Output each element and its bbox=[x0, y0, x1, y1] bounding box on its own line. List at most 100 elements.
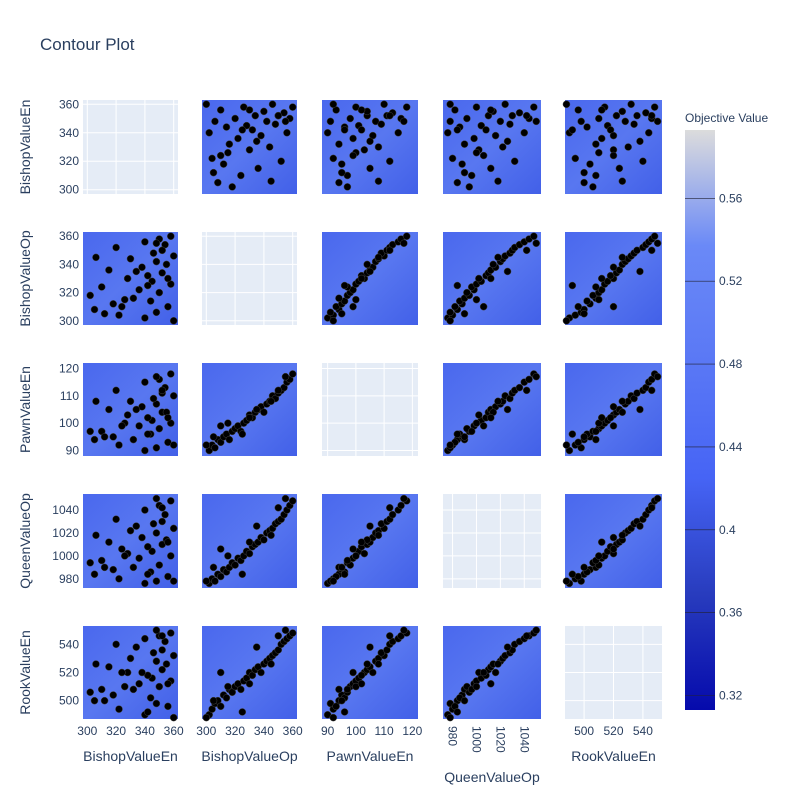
trial-point bbox=[118, 302, 126, 311]
trial-point bbox=[135, 680, 143, 688]
trial-point bbox=[238, 570, 247, 578]
trial-point bbox=[636, 522, 644, 530]
trial-point bbox=[115, 575, 123, 583]
trial-point bbox=[224, 148, 232, 157]
trial-point bbox=[489, 260, 497, 269]
trial-point bbox=[144, 570, 152, 578]
trial-point bbox=[463, 288, 471, 297]
trial-point bbox=[366, 267, 374, 276]
trial-point bbox=[515, 383, 524, 392]
trial-point bbox=[618, 253, 627, 262]
trial-point bbox=[152, 372, 161, 381]
trial-point bbox=[167, 232, 175, 240]
trial-point bbox=[274, 632, 283, 640]
trial-point bbox=[639, 157, 647, 165]
trial-point bbox=[105, 538, 113, 546]
trial-point bbox=[472, 682, 481, 691]
trial-point bbox=[574, 106, 582, 114]
trial-point bbox=[645, 129, 653, 137]
trial-point bbox=[487, 680, 495, 688]
trial-point bbox=[329, 713, 338, 722]
trial-point bbox=[112, 243, 120, 252]
trial-point bbox=[162, 260, 171, 269]
trial-point bbox=[152, 494, 161, 503]
trial-point bbox=[460, 168, 469, 177]
trial-point bbox=[338, 160, 346, 168]
trial-point bbox=[329, 154, 338, 163]
trial-point bbox=[245, 680, 254, 688]
trial-point bbox=[402, 103, 411, 111]
trial-point bbox=[453, 126, 462, 134]
subplot-background bbox=[322, 363, 418, 456]
trial-point bbox=[479, 668, 488, 677]
x-tick-label: 980 bbox=[446, 726, 460, 746]
colorbar-title: Objective Value bbox=[685, 111, 768, 125]
trial-point bbox=[169, 392, 178, 400]
trial-point bbox=[274, 504, 283, 512]
x-axis-title: PawnValueEn bbox=[327, 748, 414, 764]
trial-point bbox=[214, 178, 222, 187]
y-tick-label: 90 bbox=[66, 444, 80, 458]
y-tick-label: 360 bbox=[59, 229, 79, 243]
trial-point bbox=[448, 154, 457, 163]
trial-point bbox=[211, 117, 219, 126]
trial-point bbox=[609, 263, 618, 271]
trial-point bbox=[245, 413, 254, 422]
trial-point bbox=[152, 239, 161, 248]
trial-point bbox=[574, 438, 582, 447]
trial-point bbox=[141, 314, 149, 322]
trial-point bbox=[169, 651, 178, 660]
trial-point bbox=[494, 177, 502, 185]
trial-point bbox=[231, 561, 239, 569]
trial-point bbox=[503, 405, 512, 414]
trial-point bbox=[109, 300, 117, 308]
trial-point bbox=[237, 171, 245, 180]
trial-point bbox=[209, 168, 218, 177]
x-axis-title: QueenValueOp bbox=[444, 769, 540, 785]
trial-point bbox=[158, 504, 166, 512]
trial-point bbox=[335, 294, 343, 302]
trial-point bbox=[609, 422, 618, 430]
trial-point bbox=[252, 405, 261, 414]
trial-point bbox=[224, 682, 232, 691]
trial-point bbox=[141, 579, 149, 588]
trial-point bbox=[209, 696, 218, 705]
trial-point bbox=[522, 111, 531, 120]
trial-point bbox=[129, 435, 138, 444]
trial-point bbox=[647, 386, 656, 395]
trial-point bbox=[522, 386, 531, 395]
trial-point bbox=[323, 129, 332, 137]
colorbar-tick-label: 0.4 bbox=[719, 523, 736, 537]
subplot-background bbox=[443, 494, 541, 588]
trial-point bbox=[400, 239, 408, 248]
trial-point bbox=[446, 441, 454, 449]
trial-point bbox=[624, 143, 632, 151]
trial-point bbox=[580, 168, 588, 177]
trial-point bbox=[141, 446, 149, 455]
trial-point bbox=[446, 713, 454, 722]
trial-point bbox=[135, 286, 143, 294]
trial-point bbox=[453, 281, 462, 290]
trial-point bbox=[288, 370, 297, 378]
colorbar-tick-label: 0.52 bbox=[719, 274, 743, 288]
trial-point bbox=[479, 422, 488, 430]
trial-point bbox=[161, 510, 169, 519]
trial-point bbox=[158, 269, 166, 277]
trial-point bbox=[562, 577, 571, 585]
x-tick-label: 500 bbox=[574, 724, 594, 738]
trial-point bbox=[100, 563, 109, 572]
trial-point bbox=[360, 146, 369, 154]
trial-point bbox=[152, 257, 161, 266]
trial-point bbox=[360, 549, 369, 558]
trial-point bbox=[338, 563, 346, 572]
trial-point bbox=[532, 239, 540, 248]
trial-point bbox=[202, 713, 211, 722]
trial-point bbox=[132, 643, 141, 651]
trial-point bbox=[475, 411, 483, 419]
trial-point bbox=[580, 563, 588, 572]
trial-point bbox=[254, 164, 262, 173]
trial-point bbox=[357, 671, 366, 680]
trial-point bbox=[115, 705, 123, 713]
trial-point bbox=[164, 702, 172, 711]
trial-point bbox=[592, 435, 600, 444]
